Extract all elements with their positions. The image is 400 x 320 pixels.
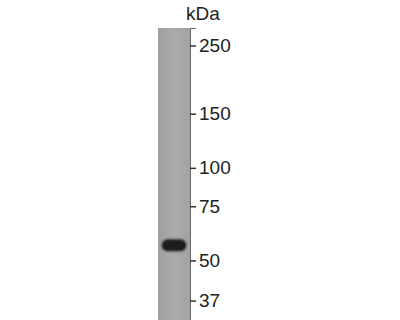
- axis-title: kDa: [186, 3, 220, 24]
- tick-mark: [190, 300, 196, 302]
- tick-label: 37: [199, 290, 220, 311]
- tick-mark: [190, 206, 196, 208]
- tick: 37: [190, 290, 220, 311]
- tick: 50: [190, 250, 220, 271]
- chart: 250 150 100 75 50 37 kDa: [0, 0, 400, 320]
- tick-mark: [190, 113, 196, 115]
- tick: 100: [190, 157, 231, 178]
- axis-line: [191, 29, 197, 320]
- tick-mark: [190, 168, 196, 170]
- tick-label: 150: [199, 103, 231, 124]
- y-axis: 250 150 100 75 50 37: [190, 29, 231, 320]
- tick: 150: [190, 103, 231, 124]
- band: [162, 239, 187, 251]
- plot-area: [162, 239, 187, 251]
- tick-label: 75: [199, 196, 220, 217]
- tick-label: 50: [199, 250, 220, 271]
- tick: 75: [190, 196, 220, 217]
- lane: [158, 28, 190, 320]
- tick-label: 250: [199, 35, 231, 56]
- tick-mark: [190, 45, 196, 47]
- tick-mark: [190, 260, 196, 262]
- tick: 250: [190, 35, 231, 56]
- tick-label: 100: [199, 157, 231, 178]
